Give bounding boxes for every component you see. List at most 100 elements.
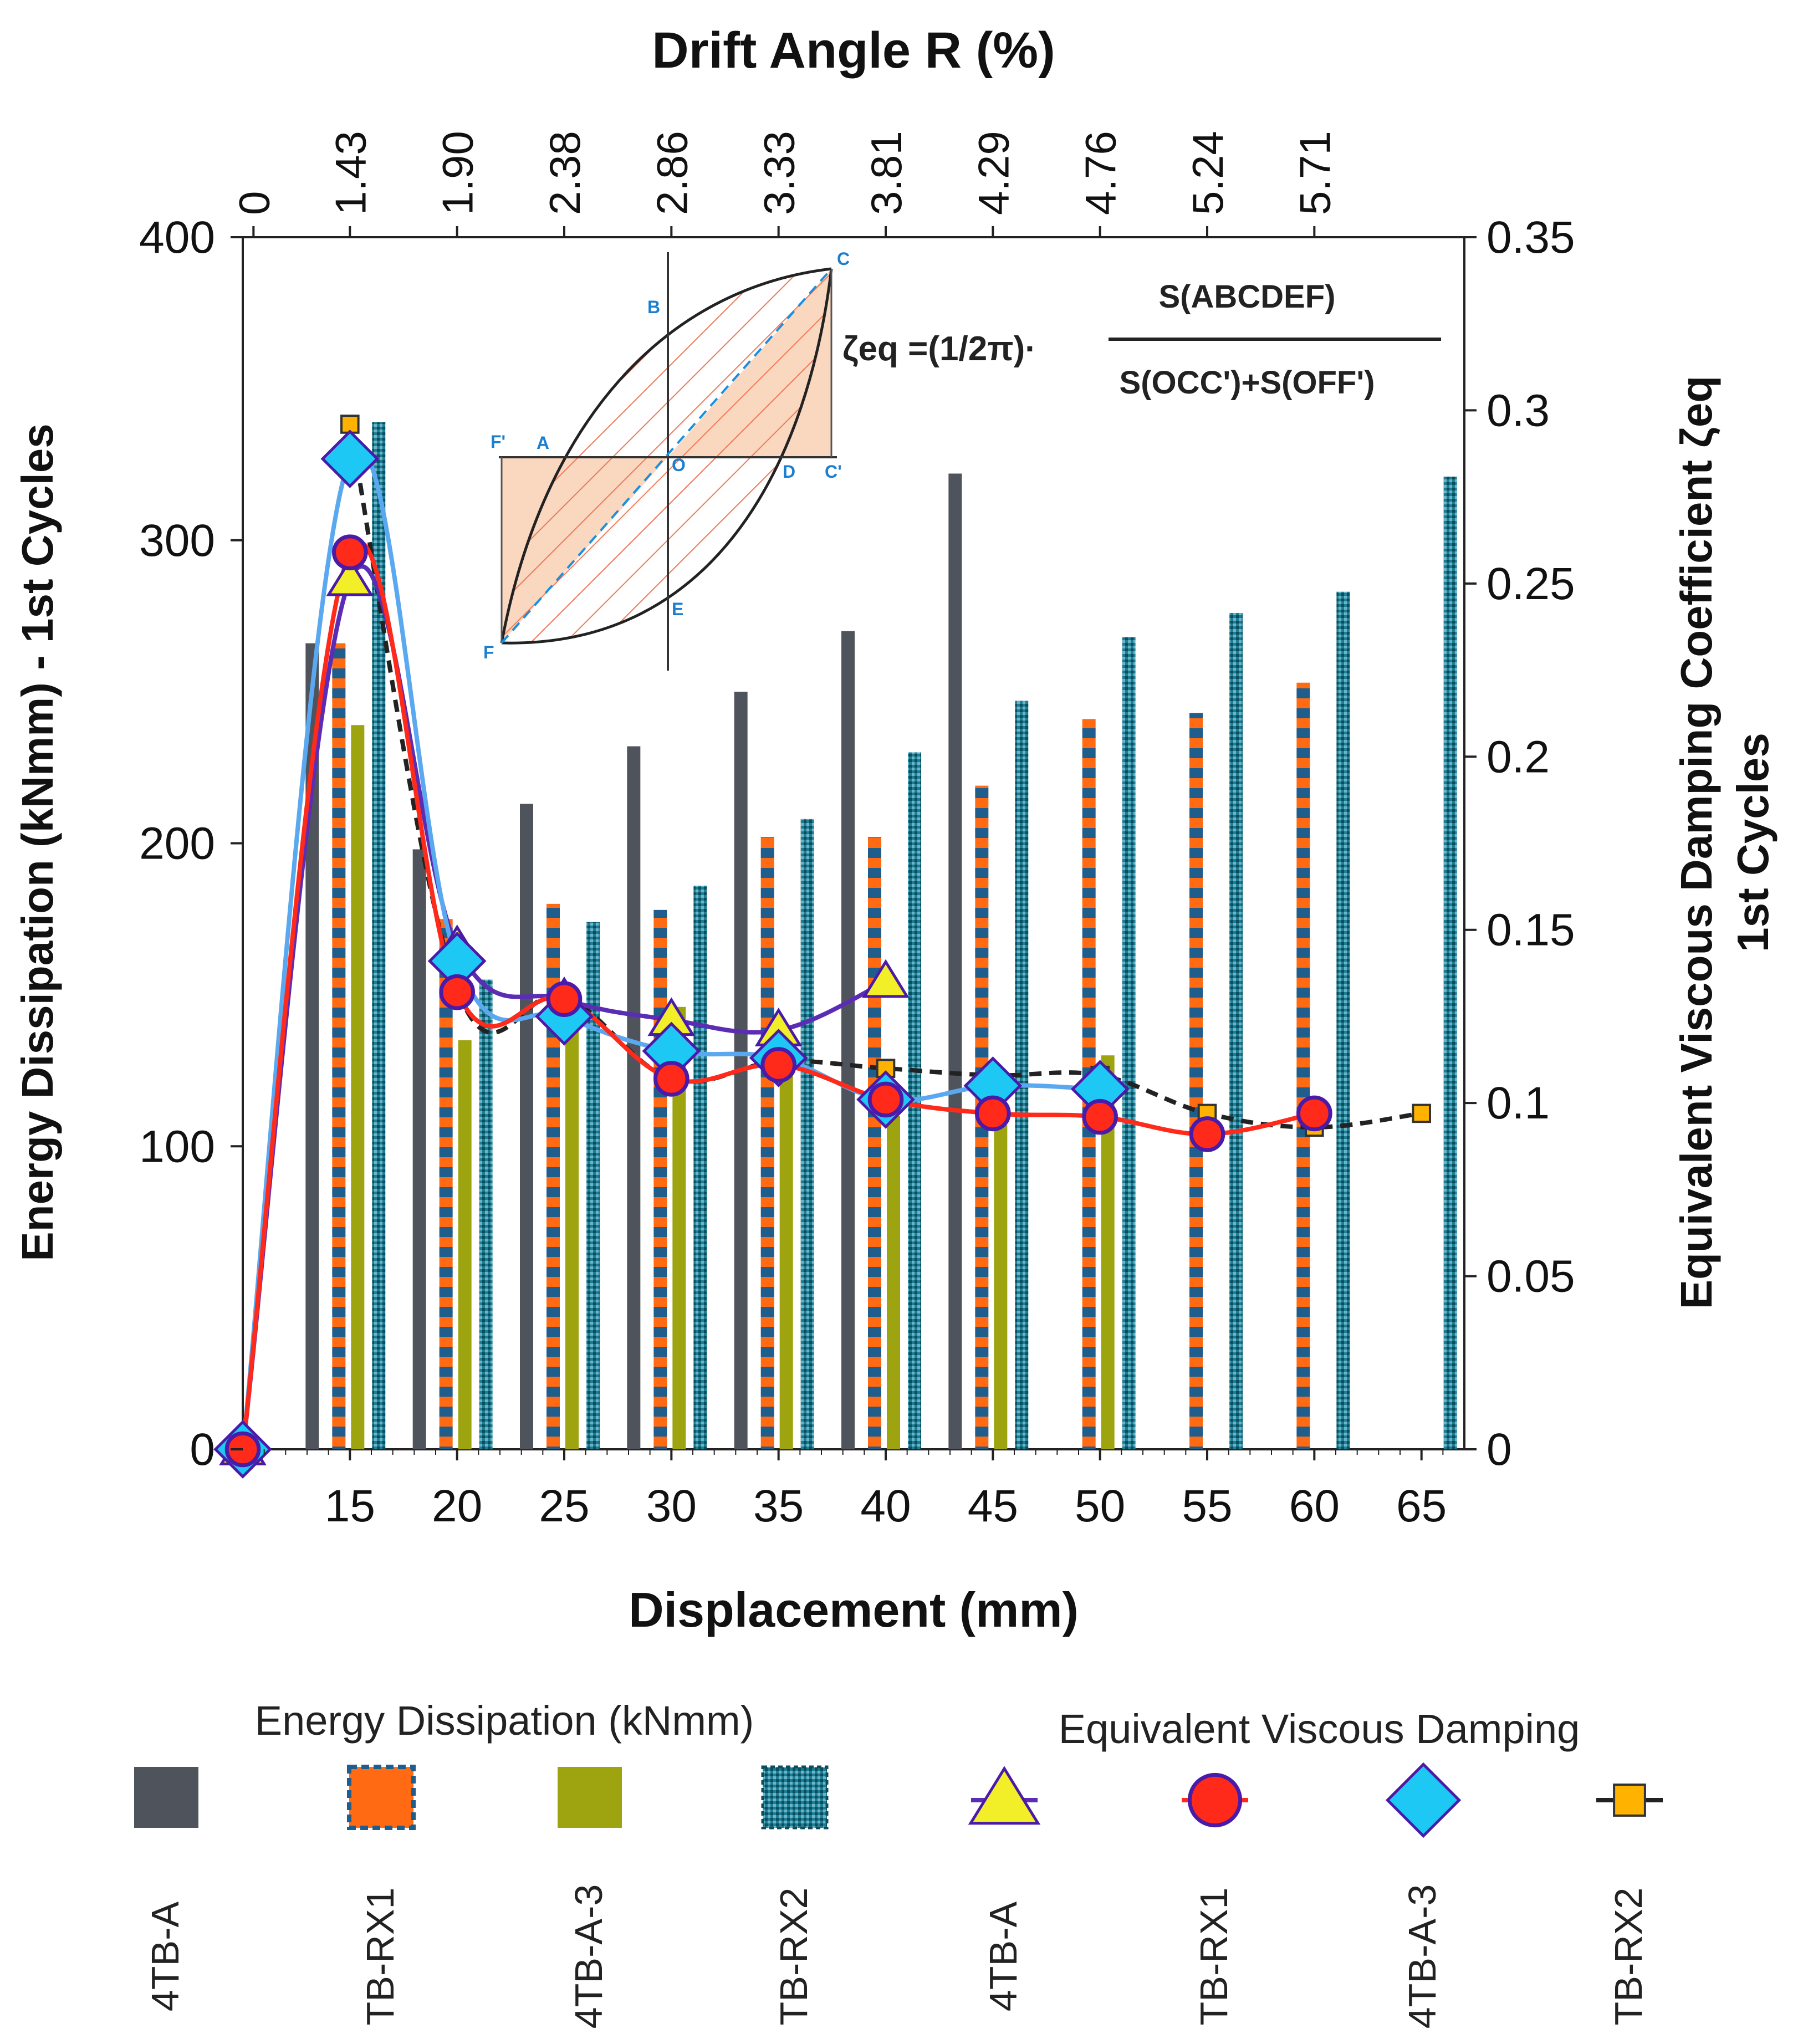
x-tick-label: 65	[1396, 1481, 1447, 1531]
bar-tb-rx2	[1229, 612, 1243, 1449]
inset-label-point: B	[647, 297, 660, 317]
y2-axis-title-line1: Equivalent Viscous Damping Coefficient ζ…	[1672, 376, 1721, 1310]
inset-point-labels: A B C D E F F' O C'	[483, 249, 850, 662]
formula-numerator: S(ABCDEF)	[1159, 279, 1336, 315]
bar-4tb-a-3	[565, 988, 579, 1449]
bar-tb-rx1	[332, 643, 346, 1449]
bar-tb-rx2	[800, 819, 814, 1449]
legend-label-bar: 4TB-A-3	[567, 1884, 610, 2029]
legend: Energy Dissipation (kNmm) Equivalent Vis…	[134, 1698, 1663, 2028]
inset-label-point: F	[483, 642, 494, 662]
y-tick-label: 200	[139, 819, 215, 869]
legend-lines-title: Equivalent Viscous Damping	[1059, 1706, 1580, 1752]
top-tick-label: 3.81	[862, 131, 911, 215]
hysteresis-inset: A B C D E F F' O C' ζeq =(1/2π)· S(ABCDEF) S(OCC…	[483, 249, 1441, 671]
legend-swatch-marker	[1613, 1784, 1646, 1817]
bar-series-group	[305, 422, 1457, 1449]
legend-label-bar: 4TB-A	[144, 1902, 187, 2012]
inset-label-point: O	[672, 455, 686, 475]
inset-label-point: C	[837, 249, 850, 269]
line-tb-rx1	[241, 540, 1315, 1450]
bar-4tb-a-3	[779, 1064, 793, 1449]
marker-tb-rx2	[1412, 1103, 1431, 1123]
top-tick-label: 2.38	[540, 131, 589, 215]
top-tick-label: 3.33	[755, 131, 804, 215]
y-tick-label: 300	[139, 515, 215, 566]
marker-tb-rx1	[546, 981, 583, 1017]
x-tick-label: 40	[860, 1481, 911, 1531]
legend-label-line: 4TB-A-3	[1401, 1884, 1444, 2029]
y2-tick-label: 0.35	[1487, 212, 1575, 263]
legend-label-line: TB-RX2	[1607, 1888, 1650, 2026]
bar-4tb-a-3	[351, 725, 365, 1449]
y2-tick-label: 0.3	[1487, 385, 1550, 436]
formula-prefix: ζeq =(1/2π)·	[842, 330, 1036, 368]
top-tick-label: 5.71	[1290, 131, 1339, 215]
marker-tb-rx1	[653, 1061, 690, 1097]
x-tick-label: 25	[539, 1481, 589, 1531]
bar-tb-rx2	[693, 886, 707, 1449]
y2-tick-label: 0.25	[1487, 559, 1575, 609]
x-tick-label: 50	[1075, 1481, 1125, 1531]
bar-tb-rx1	[1189, 713, 1203, 1449]
bar-4tb-a	[841, 631, 855, 1449]
bar-4tb-a-3	[887, 1116, 900, 1449]
inset-loop-lower	[501, 268, 833, 645]
x-tick-label: 45	[968, 1481, 1018, 1531]
y-tick-label: 400	[139, 212, 215, 263]
marker-tb-rx1	[1296, 1095, 1332, 1132]
legend-swatch-bar	[558, 1767, 622, 1828]
legend-swatch-bar	[761, 1765, 829, 1830]
bar-tb-rx2	[586, 922, 600, 1449]
top-tick-label: 4.29	[969, 131, 1018, 215]
x-tick-label: 60	[1289, 1481, 1340, 1531]
x-tick-label: 30	[646, 1481, 697, 1531]
legend-swatch-bar	[347, 1765, 416, 1830]
top-tick-label: 1.90	[433, 131, 482, 215]
y2-tick-label: 0.15	[1487, 905, 1575, 955]
x-tick-label: 35	[753, 1481, 804, 1531]
y2-tick-label: 0.2	[1487, 732, 1550, 782]
marker-tb-rx1	[332, 534, 368, 570]
inset-label-point: D	[783, 462, 795, 482]
x-tick-label: 55	[1182, 1481, 1232, 1531]
bar-4tb-a	[412, 849, 426, 1449]
bar-tb-rx1	[760, 837, 774, 1449]
top-tick-label: 2.86	[647, 131, 696, 215]
inset-loop-upper	[500, 267, 832, 643]
bar-4tb-a-3	[994, 1125, 1008, 1449]
y-axis-title: Energy Dissipation (kNmm) - 1st Cycles	[13, 423, 62, 1261]
y-tick-label: 100	[139, 1121, 215, 1172]
legend-label-line: 4TB-A	[982, 1902, 1025, 2012]
bar-tb-rx1	[653, 909, 667, 1449]
legend-label-bar: TB-RX2	[772, 1888, 815, 2026]
inset-label-point: E	[672, 599, 683, 619]
legend-swatch-marker	[1187, 1772, 1243, 1828]
inset-label-point: F'	[491, 432, 505, 452]
x-tick-label: 15	[325, 1481, 375, 1531]
legend-swatch-marker	[968, 1766, 1041, 1825]
y-tick-label: 0	[190, 1424, 215, 1475]
inset-label-point: A	[537, 433, 549, 453]
legend-label-line: TB-RX1	[1192, 1888, 1235, 2026]
top-tick-label: 1.43	[326, 131, 375, 215]
bar-tb-rx2	[1336, 591, 1350, 1449]
marker-tb-rx1	[1189, 1116, 1225, 1152]
x-tick-label: 20	[432, 1481, 482, 1531]
bar-4tb-a-3	[458, 1040, 472, 1449]
top-tick-label: 0	[229, 191, 278, 215]
y2-axis-title-line2: 1st Cycles	[1728, 733, 1778, 952]
line-series-group	[213, 415, 1431, 1479]
legend-bars-title: Energy Dissipation (kNmm)	[255, 1698, 754, 1744]
y2-tick-label: 0.1	[1487, 1078, 1550, 1128]
legend-label-bar: TB-RX1	[359, 1888, 402, 2026]
inset-label-point: C'	[825, 462, 842, 482]
marker-4tb-a	[326, 557, 374, 596]
y2-tick-label: 0.05	[1487, 1251, 1575, 1302]
bar-4tb-a	[520, 804, 533, 1449]
bar-4tb-a	[948, 473, 962, 1449]
axis-ticks-group: 0 100 200 300 400 0 0.05 0.1 0.15 0.2 0.25 0.3 0.35 1…	[139, 131, 1575, 1531]
legend-swatch-marker	[1385, 1762, 1462, 1838]
bar-tb-rx2	[479, 979, 493, 1449]
